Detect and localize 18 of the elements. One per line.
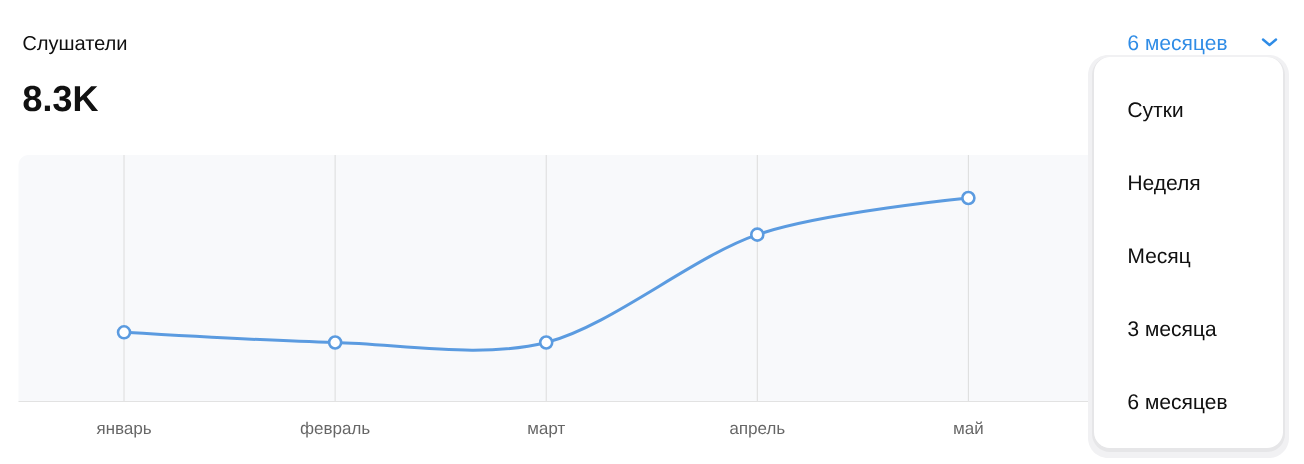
x-tick-label: май — [954, 421, 983, 435]
annotation: 6 месяцев — [1128, 394, 1227, 414]
chart-title: Слушатели — [23, 36, 127, 55]
point — [327, 335, 343, 350]
text: 6 месяцев — [1128, 35, 1227, 55]
point — [538, 335, 554, 350]
chart-subtitle: 8.3K — [23, 85, 99, 112]
text: Неделя — [1129, 175, 1200, 195]
point — [750, 227, 765, 242]
annotation: Месяц — [1129, 248, 1191, 268]
annotation: 3 месяца — [1128, 321, 1217, 341]
x-tick-label: март — [528, 424, 565, 438]
x-tick-label: апрель — [730, 424, 785, 438]
x-tick-label: февраль — [300, 421, 370, 438]
point — [116, 325, 132, 340]
point — [961, 190, 976, 206]
text: Сутки — [1128, 102, 1183, 122]
x-tick-label: январь — [96, 424, 151, 438]
